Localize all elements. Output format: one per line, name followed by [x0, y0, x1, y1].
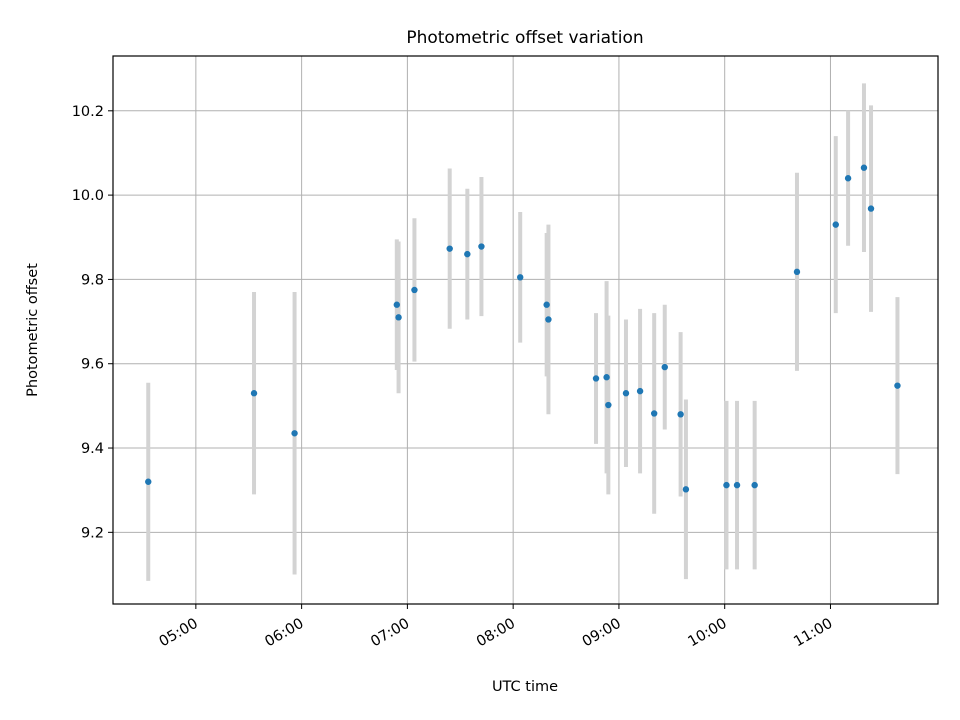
data-point [832, 221, 839, 228]
data-point [605, 401, 612, 409]
data-point [733, 481, 741, 489]
data-point [682, 486, 690, 493]
plot-frame [112, 55, 939, 605]
x-axis-ticks: 05:00 06:00 07:00 08:00 09:00 10:00 11:00 [157, 604, 835, 651]
y-tick-label: 9.4 [81, 441, 104, 457]
y-tick-label: 10.2 [72, 104, 104, 120]
data-point [894, 382, 901, 389]
data-points [145, 164, 901, 493]
y-tick-label: 9.8 [81, 272, 104, 288]
grid-lines [113, 56, 938, 604]
y-tick-label: 9.6 [81, 357, 104, 373]
x-tick-label: 07:00 [368, 616, 412, 651]
data-point [411, 286, 418, 294]
data-point [867, 205, 875, 212]
x-tick-label: 08:00 [474, 616, 518, 651]
data-point [592, 375, 600, 382]
x-axis-label: UTC time [492, 679, 558, 695]
data-point [844, 175, 852, 182]
data-point [545, 316, 552, 323]
data-point [622, 390, 630, 397]
data-point [145, 478, 152, 485]
chart-title: Photometric offset variation [406, 28, 643, 48]
data-point [661, 363, 668, 371]
y-axis-ticks: 9.2 9.4 9.6 9.8 10.0 10.2 [72, 104, 113, 541]
x-tick-label: 06:00 [262, 616, 306, 651]
data-point [603, 374, 610, 381]
data-point [636, 387, 644, 395]
y-tick-label: 10.0 [72, 188, 104, 204]
data-point [650, 410, 658, 417]
data-point [478, 243, 485, 250]
data-point [250, 390, 258, 397]
data-point [677, 411, 684, 418]
data-point [395, 314, 402, 321]
x-tick-label: 05:00 [157, 616, 201, 651]
data-point [291, 430, 298, 437]
x-tick-label: 10:00 [686, 616, 730, 651]
data-point [464, 250, 471, 258]
data-point [860, 164, 868, 171]
y-tick-label: 9.2 [81, 525, 104, 541]
data-point [393, 301, 401, 308]
data-point [543, 301, 550, 308]
data-point [723, 481, 730, 489]
data-point [751, 481, 758, 489]
data-point [517, 274, 524, 281]
data-point [793, 268, 801, 276]
y-axis-label: Photometric offset [25, 263, 41, 397]
x-tick-label: 09:00 [580, 616, 624, 651]
x-tick-label: 11:00 [791, 616, 835, 651]
error-bars [146, 83, 900, 581]
data-point [446, 245, 453, 252]
